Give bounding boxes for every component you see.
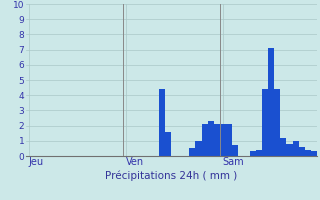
Bar [292, 141, 299, 156]
Bar [250, 151, 256, 156]
Bar [268, 48, 274, 156]
Bar [305, 150, 311, 156]
Bar [196, 141, 202, 156]
Bar [189, 148, 196, 156]
Bar [311, 151, 317, 156]
Bar [226, 124, 232, 156]
Bar [159, 89, 165, 156]
Bar [220, 124, 226, 156]
Bar [165, 132, 171, 156]
Bar [299, 147, 305, 156]
Bar [202, 124, 208, 156]
Bar [286, 144, 292, 156]
X-axis label: Précipitations 24h ( mm ): Précipitations 24h ( mm ) [105, 170, 237, 181]
Bar [280, 138, 286, 156]
Bar [262, 89, 268, 156]
Bar [232, 145, 238, 156]
Bar [214, 124, 220, 156]
Bar [208, 121, 214, 156]
Bar [256, 150, 262, 156]
Bar [274, 89, 280, 156]
